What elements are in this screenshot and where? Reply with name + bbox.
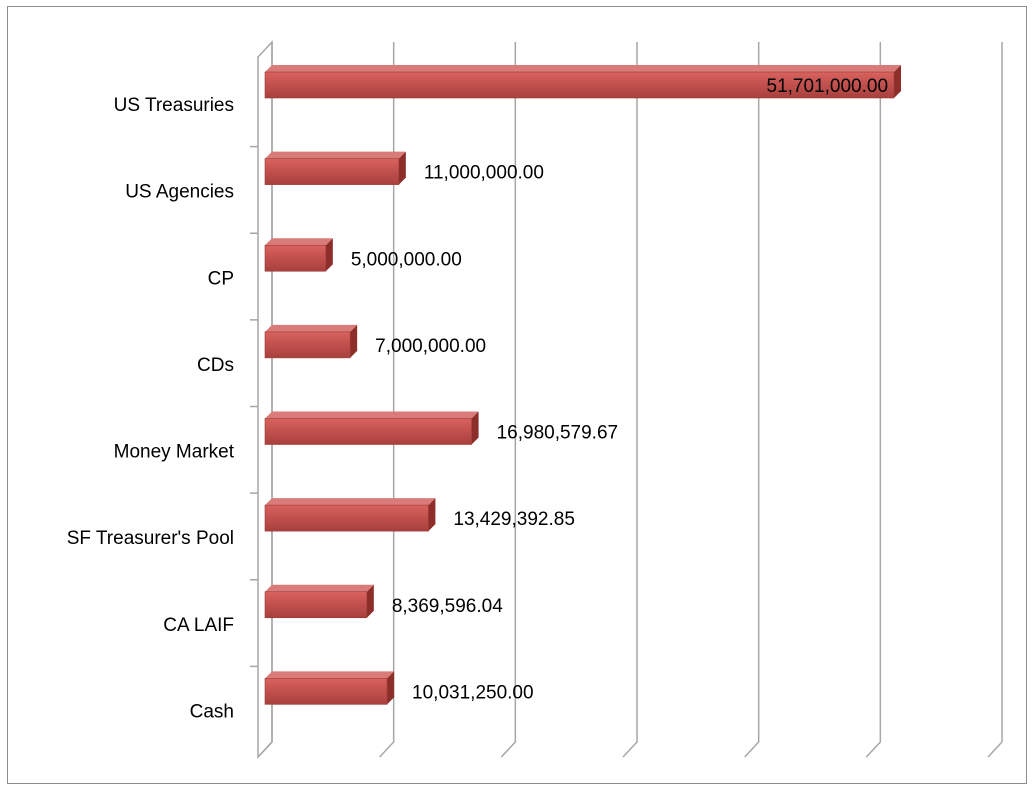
value-label: 16,980,579.67 <box>497 423 619 444</box>
bar-front <box>264 158 400 185</box>
bar-top <box>265 238 333 246</box>
bar-side <box>398 151 406 185</box>
bar-front <box>264 244 327 272</box>
grid-line <box>865 42 882 758</box>
grid-line <box>987 42 1003 758</box>
category-label: Cash <box>190 701 234 722</box>
category-label: CP <box>208 268 234 289</box>
bar <box>264 324 358 359</box>
bar-side <box>894 65 902 98</box>
bar-front <box>264 71 895 99</box>
category-label: SF Treasurer's Pool <box>67 528 234 549</box>
bar-side <box>428 498 436 532</box>
category-label: Money Market <box>114 442 235 463</box>
bar-top <box>265 411 479 419</box>
bar-side <box>471 411 479 445</box>
grid-line <box>622 42 638 758</box>
bar-top <box>265 498 436 506</box>
bar-side <box>350 324 358 358</box>
bar-top <box>265 324 358 332</box>
value-label: 5,000,000.00 <box>351 249 462 270</box>
bar-front <box>264 591 368 619</box>
value-label: 10,031,250.00 <box>412 682 534 703</box>
bar <box>264 584 374 619</box>
bar-top <box>265 671 395 679</box>
grid-line <box>379 42 395 758</box>
bar-top <box>265 584 374 592</box>
value-label: 51,701,000.00 <box>767 76 889 97</box>
bar <box>264 238 333 272</box>
bar-front <box>264 331 351 359</box>
bar-front <box>264 504 429 532</box>
value-label: 11,000,000.00 <box>424 163 544 184</box>
category-label: US Treasuries <box>114 95 234 116</box>
bar <box>264 151 406 185</box>
bar-front <box>264 678 388 705</box>
bar-front <box>264 418 472 445</box>
bar-top <box>265 65 902 72</box>
bar <box>264 65 902 99</box>
grid-line <box>500 42 517 758</box>
category-label: CA LAIF <box>163 615 234 636</box>
bar <box>264 411 479 445</box>
chart-border <box>7 6 1027 784</box>
bar-side <box>387 671 395 705</box>
value-label: 8,369,596.04 <box>392 596 503 617</box>
bar-side <box>366 584 374 618</box>
category-label: CDs <box>197 355 234 376</box>
bar-top <box>265 151 406 159</box>
bar <box>264 498 436 532</box>
bar <box>264 671 395 705</box>
bar-side <box>325 238 333 272</box>
category-label: US Agencies <box>125 182 234 203</box>
grid-line <box>744 42 760 758</box>
value-label: 7,000,000.00 <box>375 336 486 357</box>
value-label: 13,429,392.85 <box>453 509 575 530</box>
grid-line <box>257 42 273 758</box>
